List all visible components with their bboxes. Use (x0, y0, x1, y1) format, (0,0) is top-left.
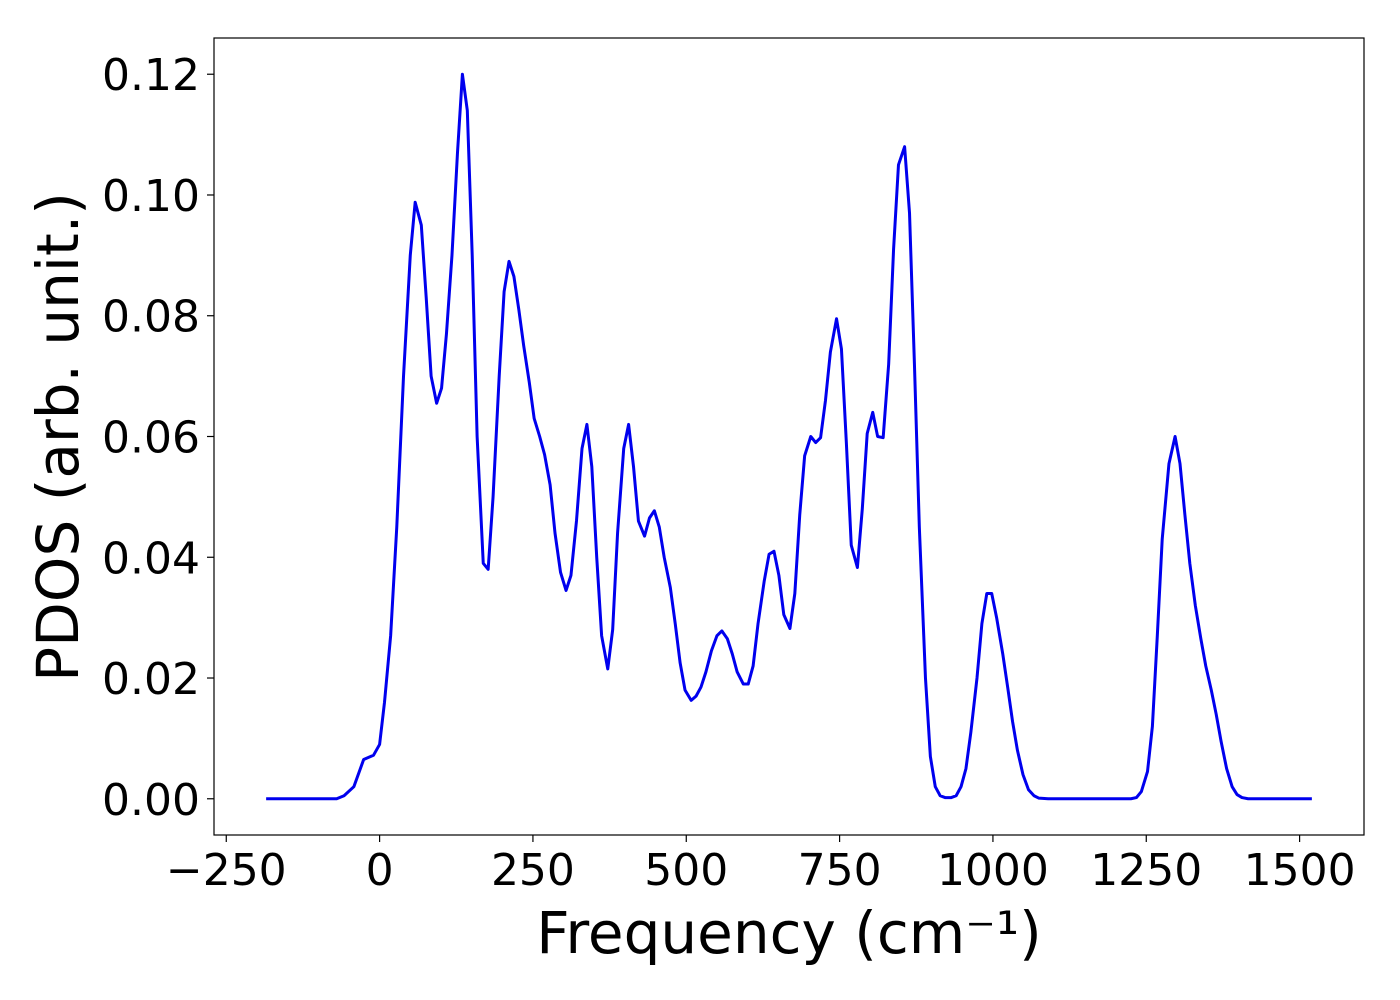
y-tick-label: 0.02 (102, 654, 200, 705)
x-tick-label: 250 (491, 845, 575, 896)
y-tick-label: 0.12 (102, 50, 200, 101)
x-tick-label: 750 (798, 845, 882, 896)
x-tick-label: 1000 (937, 845, 1049, 896)
y-tick-label: 0.04 (102, 533, 200, 584)
y-tick-label: 0.00 (102, 775, 200, 826)
y-axis-label: PDOS (arb. unit.) (24, 192, 92, 682)
x-tick-label: −250 (166, 845, 287, 896)
data-line (266, 72, 1312, 801)
plot-frame (213, 37, 1365, 836)
x-tick-label: 0 (366, 845, 394, 896)
y-tick-label: 0.10 (102, 171, 200, 222)
x-tick-label: 1250 (1090, 845, 1202, 896)
x-tick-label: 1500 (1244, 845, 1356, 896)
y-tick-label: 0.06 (102, 413, 200, 464)
x-axis-label: Frequency (cm⁻¹) (536, 899, 1042, 967)
y-tick-label: 0.08 (102, 292, 200, 343)
x-tick-label: 500 (644, 845, 728, 896)
